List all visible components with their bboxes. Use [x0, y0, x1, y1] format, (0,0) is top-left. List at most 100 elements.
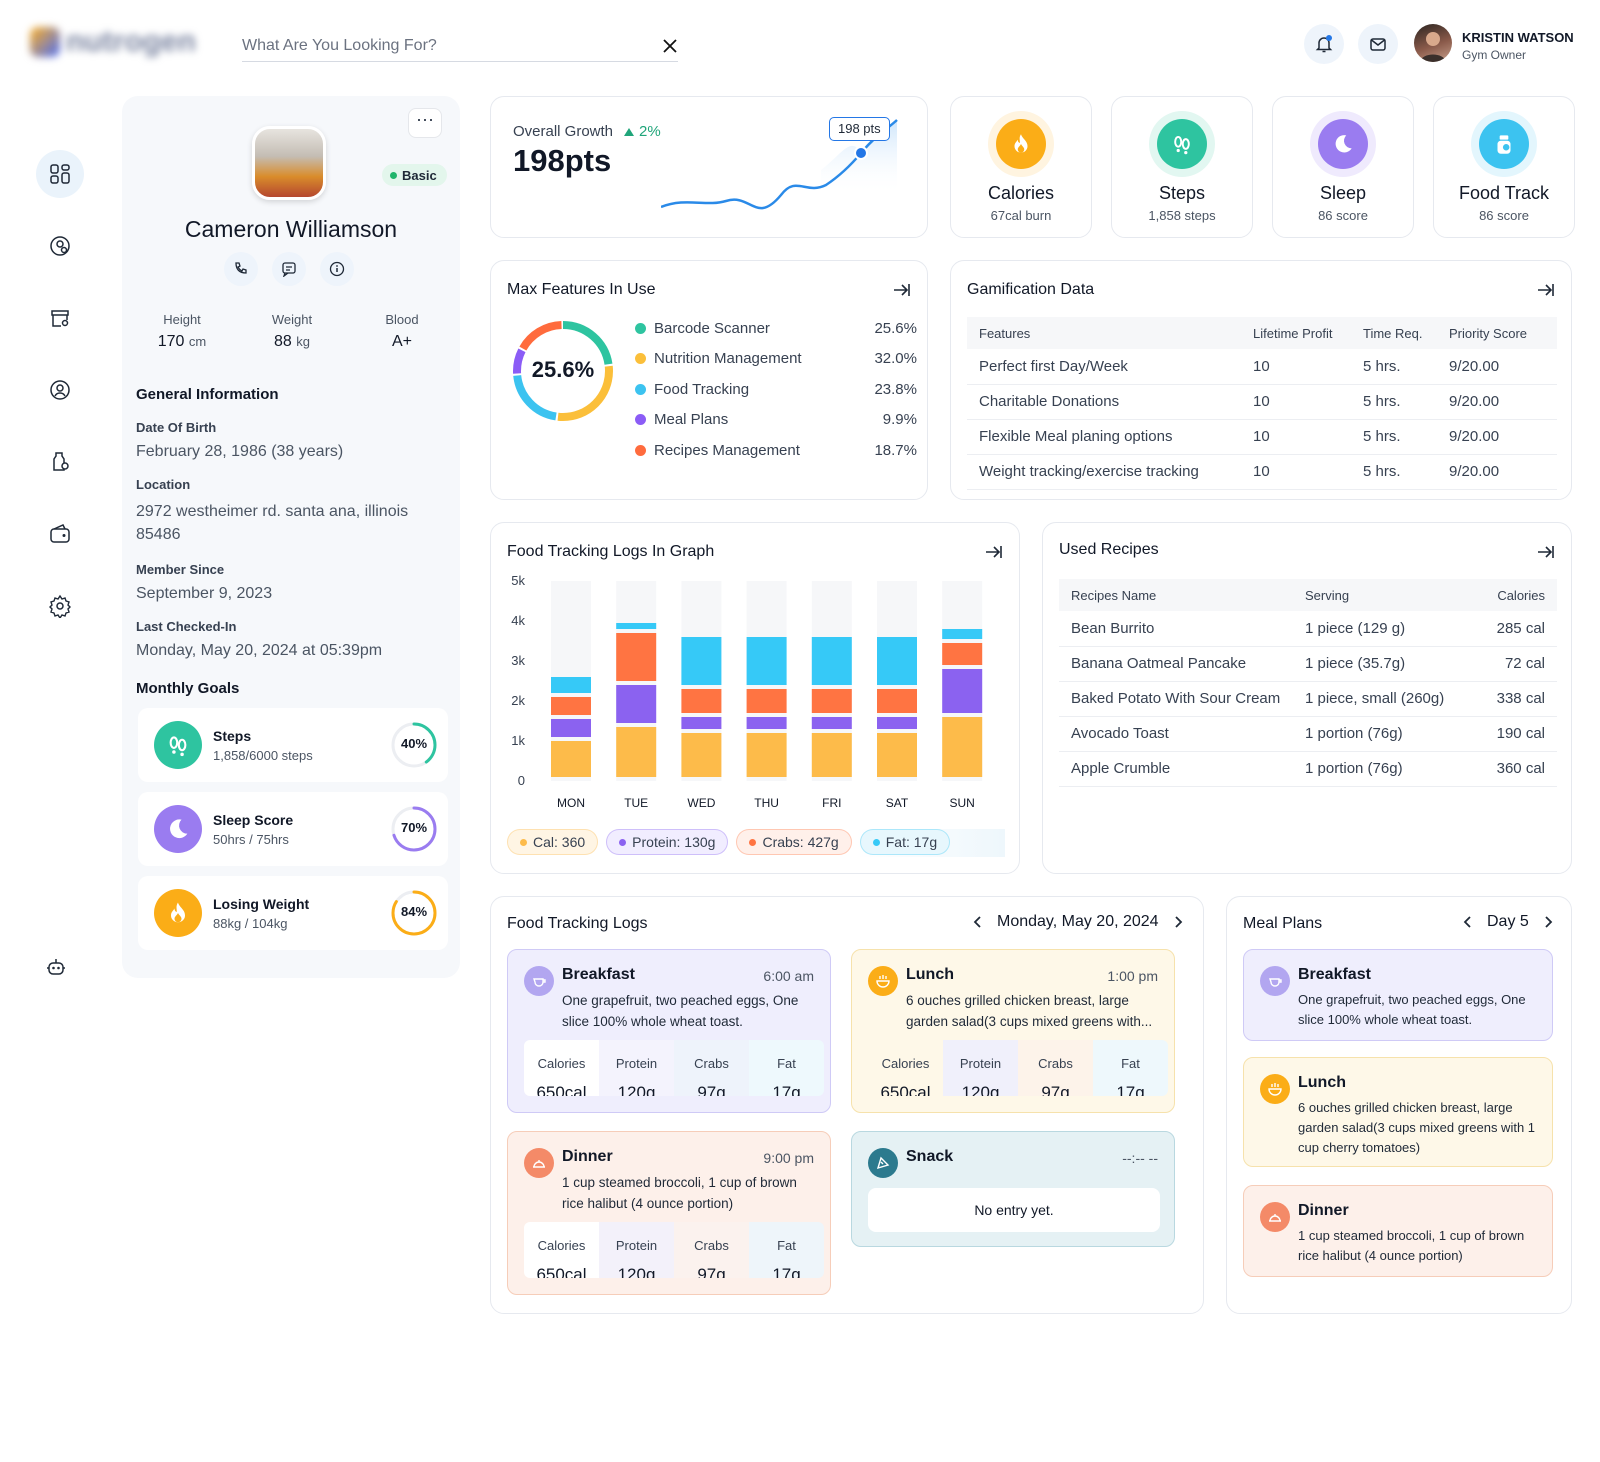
nutrition-label: Calories — [537, 1056, 586, 1071]
bar-segment-fat[interactable] — [746, 637, 787, 685]
feature-legend-item: Recipes Management 18.7% — [635, 435, 917, 466]
meal-log-dinner[interactable]: Dinner 9:00 pm 1 cup steamed broccoli, 1 c… — [507, 1131, 831, 1295]
user-info[interactable]: KRISTIN WATSON Gym Owner — [1462, 30, 1574, 62]
meal-log-snack[interactable]: Snack --:-- -- No entry yet. — [851, 1131, 1175, 1247]
legend-pill[interactable]: Cal: 360 — [507, 829, 599, 855]
sidebar-item-dashboard[interactable] — [36, 150, 84, 198]
info-label: Location — [136, 477, 191, 492]
meal-plan-dinner[interactable]: Dinner 1 cup steamed broccoli, 1 cup of b… — [1243, 1185, 1553, 1277]
expand-icon[interactable] — [1535, 541, 1557, 563]
meal-log-breakfast[interactable]: Breakfast 6:00 am One grapefruit, two peac… — [507, 949, 831, 1113]
bar-segment-crabs[interactable] — [551, 697, 591, 715]
recipes-table: Recipes Name Serving Calories Bean Burrito… — [1059, 579, 1557, 787]
stat-card-sleep[interactable]: Sleep 86 score — [1272, 96, 1414, 238]
chevron-left-icon[interactable] — [1463, 915, 1473, 929]
bar-segment-fat[interactable] — [616, 623, 657, 629]
bar-segment-crabs[interactable] — [681, 689, 722, 713]
bar-segment-fat[interactable] — [942, 629, 983, 639]
bar-segment-crabs[interactable] — [616, 633, 657, 681]
bar-segment-cal[interactable] — [616, 727, 657, 777]
more-options-icon[interactable]: ⋯ — [408, 108, 442, 138]
chevron-left-icon[interactable] — [973, 915, 983, 929]
stat-card-food-track[interactable]: Food Track 86 score — [1433, 96, 1575, 238]
nutrition-cell: Crabs 97g — [1018, 1040, 1093, 1096]
message-icon[interactable] — [272, 252, 306, 286]
bar-segment-protein[interactable] — [942, 669, 983, 713]
user-avatar[interactable] — [1414, 24, 1452, 62]
nutrition-cell: Fat 17g — [749, 1040, 824, 1096]
bar-segment-crabs[interactable] — [811, 689, 852, 713]
sidebar-item-members[interactable] — [36, 222, 84, 270]
legend-pill[interactable]: Crabs: 427g — [736, 829, 852, 855]
notification-bell-icon[interactable] — [1304, 24, 1344, 64]
nutrition-cell: Fat 17g — [1093, 1040, 1168, 1096]
mail-icon[interactable] — [1358, 24, 1398, 64]
close-icon[interactable] — [662, 38, 678, 54]
bar-segment-protein[interactable] — [681, 717, 722, 729]
goal-item[interactable]: Losing Weight 88kg / 104kg 84% — [138, 876, 448, 950]
bar-segment-protein[interactable] — [551, 719, 591, 737]
bar-segment-cal[interactable] — [811, 733, 852, 777]
table-row[interactable]: Avocado Toast 1 portion (76g) 190 cal — [1059, 716, 1557, 752]
bar-segment-protein[interactable] — [616, 685, 657, 723]
meal-name: Lunch — [1298, 1074, 1346, 1091]
goal-item[interactable]: Steps 1,858/6000 steps 40% — [138, 708, 448, 782]
bar-segment-fat[interactable] — [811, 637, 852, 685]
bar-segment-protein[interactable] — [746, 717, 787, 729]
legend-pill[interactable]: Fat: 17g — [859, 829, 951, 855]
info-icon[interactable] — [320, 252, 354, 286]
bar-segment-crabs[interactable] — [942, 643, 983, 665]
nutrition-summary: Calories 650cal Protein 120g Crabs 97g Fat 17g — [524, 1222, 824, 1278]
table-row[interactable]: Banana Oatmeal Pancake 1 piece (35.7g) 72 … — [1059, 646, 1557, 682]
bar-segment-fat[interactable] — [681, 637, 722, 685]
bar-segment-cal[interactable] — [681, 733, 722, 777]
table-row[interactable]: Weight tracking/exercise tracking 10 5 hrs… — [967, 454, 1557, 490]
expand-icon[interactable] — [983, 541, 1005, 563]
table-row[interactable]: Perfect first Day/Week 10 5 hrs. 9/20.00 — [967, 349, 1557, 385]
bar-segment-protein[interactable] — [877, 717, 917, 729]
phone-icon[interactable] — [224, 252, 258, 286]
table-row[interactable]: Charitable Donations 10 5 hrs. 9/20.00 — [967, 384, 1557, 420]
chevron-right-icon[interactable] — [1543, 915, 1553, 929]
table-row[interactable]: Apple Crumble 1 portion (76g) 360 cal — [1059, 751, 1557, 787]
sidebar-item-wallet[interactable] — [36, 510, 84, 558]
bar-segment-fat[interactable] — [877, 637, 917, 685]
table-row[interactable]: Flexible Meal planing options 10 5 hrs. 9/2… — [967, 419, 1557, 455]
app-logo[interactable]: nutrogen — [30, 22, 218, 62]
table-cell: 360 cal — [1465, 751, 1557, 787]
bar-segment-crabs[interactable] — [877, 689, 917, 713]
bar-segment-crabs[interactable] — [746, 689, 787, 713]
y-tick-label: 4k — [511, 613, 525, 628]
sidebar-item-bot[interactable] — [32, 944, 80, 992]
bar-segment-protein[interactable] — [811, 717, 852, 729]
search-input[interactable] — [242, 36, 622, 55]
bar-segment-fat[interactable] — [551, 677, 591, 693]
meal-plan-breakfast[interactable]: Breakfast One grapefruit, two peached egg… — [1243, 949, 1553, 1041]
meal-plan-lunch[interactable]: Lunch 6 ouches grilled chicken breast, la… — [1243, 1057, 1553, 1167]
sidebar-item-store[interactable] — [36, 294, 84, 342]
goal-progress-text: 88kg / 104kg — [213, 916, 288, 931]
expand-icon[interactable] — [1535, 279, 1557, 301]
membership-badge: Basic — [382, 164, 447, 186]
bar-segment-cal[interactable] — [746, 733, 787, 777]
bar-segment-cal[interactable] — [877, 733, 917, 777]
bar-segment-cal[interactable] — [942, 717, 983, 777]
feature-value: 23.8% — [874, 380, 917, 398]
sidebar-item-profile[interactable] — [36, 366, 84, 414]
meal-log-lunch[interactable]: Lunch 1:00 pm 6 ouches grilled chicken bre… — [851, 949, 1175, 1113]
stat-card-calories[interactable]: Calories 67cal burn — [950, 96, 1092, 238]
table-row[interactable]: Baked Potato With Sour Cream 1 piece, sma… — [1059, 681, 1557, 717]
nutrition-summary: Calories 650cal Protein 120g Crabs 97g Fat 17g — [524, 1040, 824, 1096]
table-row[interactable]: Bean Burrito 1 piece (129 g) 285 cal — [1059, 611, 1557, 647]
bar-segment-cal[interactable] — [551, 741, 591, 777]
chevron-right-icon[interactable] — [1173, 915, 1183, 929]
expand-icon[interactable] — [891, 279, 913, 301]
legend-dot — [635, 414, 646, 426]
stat-card-steps[interactable]: Steps 1,858 steps — [1111, 96, 1253, 238]
table-header-cell: Recipes Name — [1059, 579, 1305, 611]
membership-badge-label: Basic — [402, 167, 437, 183]
goal-item[interactable]: Sleep Score 50hrs / 75hrs 70% — [138, 792, 448, 866]
sidebar-item-supplements[interactable] — [36, 438, 84, 486]
sidebar-item-settings[interactable] — [36, 582, 84, 630]
legend-pill[interactable]: Protein: 130g — [606, 829, 729, 855]
